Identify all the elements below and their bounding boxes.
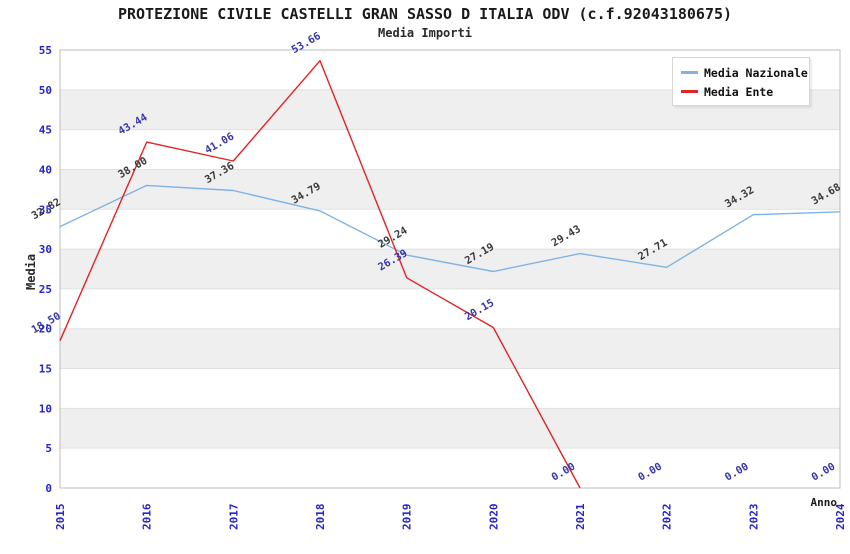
x-tick-label: 2018 — [314, 504, 327, 531]
y-tick-label: 55 — [39, 44, 52, 57]
x-tick-label: 2024 — [834, 503, 847, 530]
media-nazionale-line-swatch-icon — [681, 71, 698, 74]
x-tick-label: 2020 — [487, 503, 500, 530]
y-tick-label: 25 — [39, 283, 52, 296]
x-tick-label: 2016 — [141, 503, 154, 530]
plot-frame — [59, 49, 841, 489]
y-tick-label: 10 — [39, 402, 52, 415]
chart-title: PROTEZIONE CIVILE CASTELLI GRAN SASSO D … — [117, 5, 733, 23]
y-tick-label: 30 — [39, 243, 52, 256]
y-tick-label: 45 — [39, 124, 52, 137]
y-tick-label: 20 — [39, 323, 52, 336]
grid-band — [60, 408, 840, 449]
point-label: 29.24 — [376, 225, 409, 251]
media-nazionale-line — [59, 184, 841, 273]
y-tick-label: 50 — [39, 84, 52, 97]
x-tick-label: 2021 — [574, 503, 587, 530]
grid-band — [60, 328, 840, 369]
x-tick-label: 2019 — [401, 504, 414, 531]
legend-label-media-ente: Media Ente — [704, 84, 774, 99]
media-ente-line-swatch-icon — [681, 90, 698, 93]
legend-label-media-nazionale: Media Nazionale — [704, 65, 808, 80]
y-axis-label: Media — [24, 253, 38, 290]
x-axis-label: Anno — [810, 496, 838, 509]
legend-item-media-nazionale: Media Nazionale — [681, 63, 808, 82]
x-tick-label: 2023 — [747, 504, 760, 531]
point-label: 0.00 — [636, 461, 664, 484]
chart-subtitle: Media Importi — [378, 26, 472, 40]
x-tick-label: 2022 — [661, 504, 674, 531]
point-label: 0.00 — [810, 461, 838, 484]
x-tick-label: 2017 — [227, 504, 240, 531]
media-ente-line — [59, 60, 581, 489]
point-label: 41.06 — [203, 130, 236, 156]
x-tick-label: 2015 — [54, 504, 67, 531]
grid-band — [60, 249, 840, 289]
point-label: 29.43 — [550, 223, 583, 249]
y-tick-label: 15 — [39, 363, 52, 376]
grid-band — [60, 169, 840, 210]
y-tick-label: 35 — [39, 203, 52, 216]
y-tick-label: 40 — [39, 163, 52, 176]
legend-item-media-ente: Media Ente — [681, 82, 801, 101]
point-label: 0.00 — [550, 461, 578, 484]
point-label: 0.00 — [723, 461, 751, 484]
chart-legend: Media Nazionale Media Ente — [672, 57, 810, 106]
y-tick-label: 5 — [45, 442, 52, 455]
y-tick-label: 0 — [45, 482, 52, 495]
